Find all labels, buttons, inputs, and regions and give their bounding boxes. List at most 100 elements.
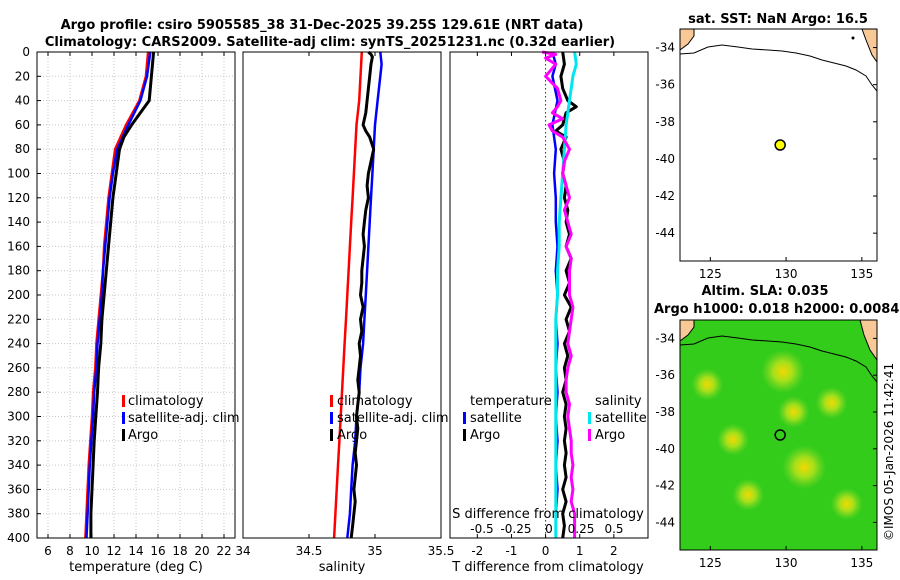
sla-hotspot	[777, 396, 810, 428]
sla-hotspot	[717, 423, 750, 456]
sst-island	[851, 36, 855, 40]
map-x-tick-label: 130	[775, 267, 798, 281]
legend-label-s-satellite: satellite	[595, 411, 647, 426]
temperature-series	[84, 51, 156, 539]
y-tick-label: 120	[7, 191, 30, 205]
sla-map-frame	[679, 319, 878, 551]
figure-title-line1: Argo profile: csiro 5905585_38 31-Dec-20…	[61, 18, 584, 33]
argo-position-marker	[774, 139, 786, 151]
salinity-xticks: 34 34.5 35 35.5	[235, 52, 454, 558]
legend-label-climatology: climatology	[337, 394, 413, 409]
sla-hotspot	[761, 349, 806, 394]
temperature-grid	[37, 51, 235, 539]
legend-swatch-satellite	[330, 412, 333, 424]
map-y-tick-label: -44	[655, 226, 675, 240]
sst-land-east	[862, 29, 877, 62]
y-tick-label: 100	[7, 167, 30, 181]
difference-series	[541, 50, 578, 539]
x-tick-label: 34	[235, 544, 250, 558]
sst-map-panel: sat. SST: NaN Argo: 16.5 125 130 135 -34-3…	[655, 12, 878, 281]
x-tick-label: 1	[576, 544, 584, 558]
sla-hotspot	[830, 488, 863, 520]
sla-hotspot	[691, 368, 724, 401]
legend-label-argo: Argo	[337, 428, 367, 443]
difference-top-xlabel: S difference from climatology	[452, 507, 644, 522]
x-tick-label: 0	[542, 544, 550, 558]
legend-swatch-satellite	[122, 412, 125, 424]
y-tick-label: 0	[22, 45, 30, 59]
difference-xticks: -2 -1 0 1 2	[471, 52, 618, 558]
map-y-tick-label: -38	[655, 115, 675, 129]
map-y-tick-label: -36	[655, 78, 675, 92]
x-tick-label: -1	[505, 544, 517, 558]
legend-swatch-t-argo	[463, 429, 466, 441]
sla-hotspot	[815, 386, 848, 419]
x-tick-label: 20	[194, 544, 209, 558]
difference-panel: -2 -1 0 1 2 S difference from climatology -0…	[449, 50, 649, 575]
imos-stamp: ©IMOS 05-Jan-2026 11:42:41	[882, 363, 896, 541]
sla-land-west	[680, 320, 694, 341]
map-y-tick-label: -44	[655, 515, 675, 529]
temperature-legend: climatology satellite-adj. clim Argo	[122, 394, 240, 443]
y-tick-label: 160	[7, 239, 30, 253]
y-tick-label: 140	[7, 215, 30, 229]
difference-legend-temperature: temperature satellite Argo	[463, 394, 552, 443]
x-tick-label: 22	[216, 544, 231, 558]
y-tick-label: 40	[15, 94, 30, 108]
x-tick-label: 14	[128, 544, 143, 558]
map-y-tick-label: -40	[655, 152, 675, 166]
sla-map-coast	[680, 320, 877, 383]
salinity-xlabel: salinity	[319, 560, 366, 575]
series-line-argo	[349, 50, 376, 539]
y-tick-label: 360	[7, 482, 30, 496]
temperature-xticks: 6 8 10 12 14 16 18 20 22	[44, 52, 232, 558]
difference-xlabel: T difference from climatology	[451, 560, 644, 575]
s-tick-label: -0.25	[500, 522, 531, 536]
x-tick-label: 8	[66, 544, 74, 558]
sla-hotspot	[732, 478, 765, 511]
sla-map-xticks: 125 130 135	[699, 546, 873, 570]
series-line-argo	[89, 51, 156, 538]
legend-label-satellite: satellite-adj. clim	[128, 411, 240, 426]
difference-top-xticks: -0.5 -0.25 0 0.25 0.5	[470, 522, 623, 536]
sst-map-title: sat. SST: NaN Argo: 16.5	[688, 12, 868, 27]
map-x-tick-label: 125	[699, 267, 722, 281]
sla-anomaly-field	[680, 320, 877, 550]
s-tick-label: 0	[545, 522, 553, 536]
legend-label-argo: Argo	[128, 428, 158, 443]
sla-map-yticks: -34 -36 -38 -40 -42 -44	[655, 331, 877, 529]
map-x-tick-label: 135	[850, 267, 873, 281]
x-tick-label: 18	[172, 544, 187, 558]
x-tick-label: 6	[44, 544, 52, 558]
map-y-tick-label: -40	[655, 442, 675, 456]
legend-label-climatology: climatology	[128, 394, 204, 409]
difference-legend-salinity: salinity satellite Argo	[588, 394, 647, 443]
sst-coastline-west	[680, 29, 695, 51]
map-y-tick-label: -42	[655, 189, 675, 203]
x-tick-label: 35.5	[428, 544, 455, 558]
x-tick-label: 2	[610, 544, 618, 558]
legend-swatch-climatology	[330, 395, 333, 407]
x-tick-label: -2	[471, 544, 483, 558]
x-tick-label: 12	[106, 544, 121, 558]
legend-label-t-argo: Argo	[470, 428, 500, 443]
s-tick-label: 0.5	[604, 522, 623, 536]
figure-title-line2: Climatology: CARS2009. Satellite-adj cli…	[45, 35, 615, 50]
y-tick-label: 60	[15, 118, 30, 132]
series-line-s-satellite	[554, 51, 578, 538]
y-tick-label: 380	[7, 507, 30, 521]
y-tick-label: 180	[7, 264, 30, 278]
y-tick-label: 320	[7, 434, 30, 448]
legend-swatch-argo	[122, 429, 125, 441]
map-y-tick-label: -38	[655, 405, 675, 419]
y-tick-label: 80	[15, 142, 30, 156]
sst-land-west	[680, 29, 694, 50]
legend-swatch-s-argo	[588, 429, 591, 441]
legend-label-t-satellite: satellite	[470, 411, 522, 426]
sla-map-title-line1: Altim. SLA: 0.035	[702, 284, 829, 299]
map-x-tick-label: 125	[699, 556, 722, 570]
series-line-satellite-adj-clim	[85, 51, 152, 539]
y-tick-label: 220	[7, 312, 30, 326]
series-line-s-argo	[541, 50, 577, 538]
salinity-panel: 34 34.5 35 35.5 salinity climatology satell…	[235, 50, 454, 575]
